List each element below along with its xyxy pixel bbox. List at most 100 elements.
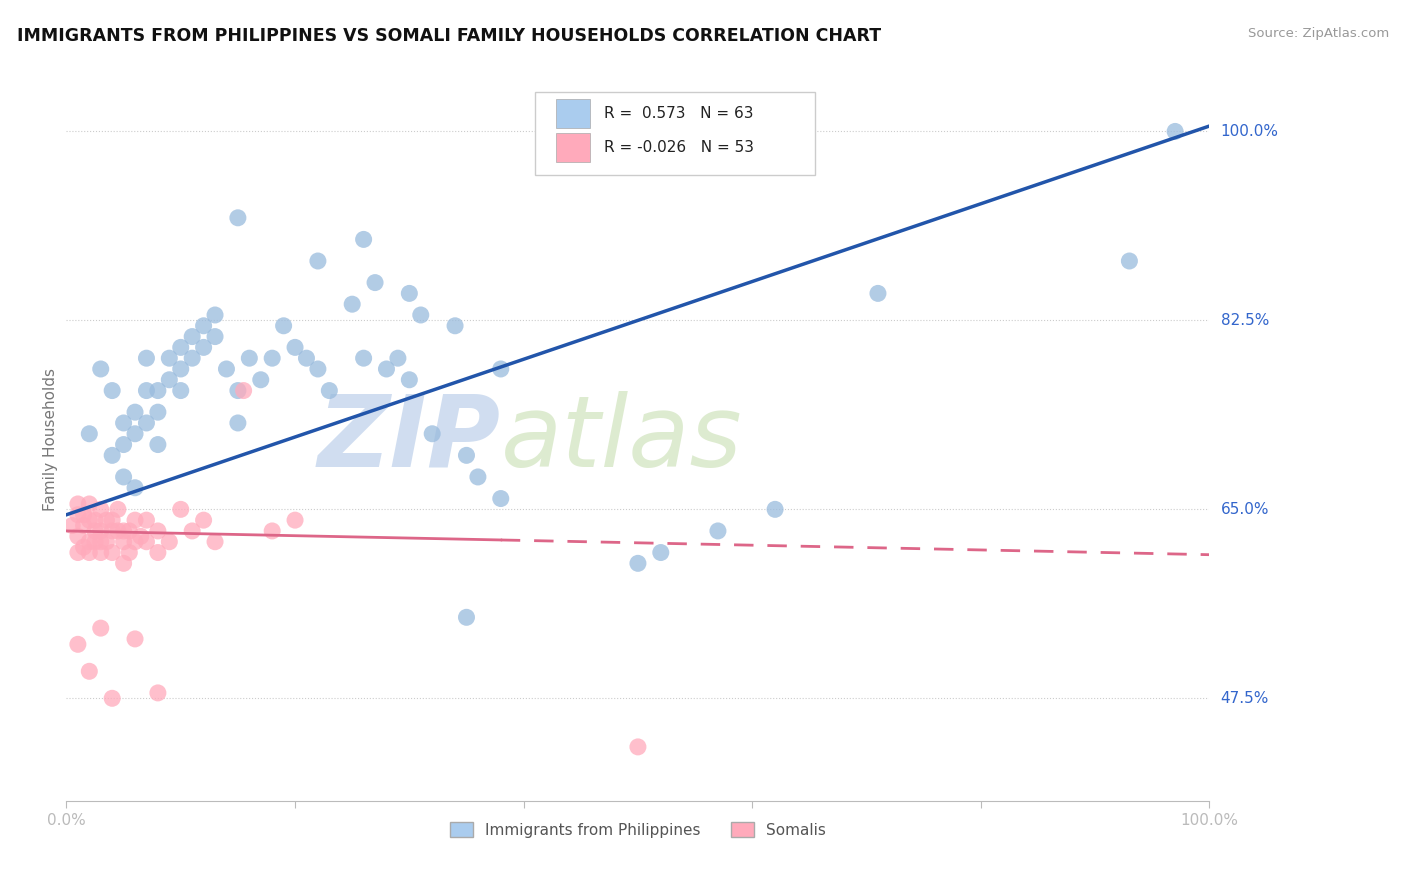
Point	[146, 686, 169, 700]
Point	[79, 665, 101, 679]
Point	[118, 545, 141, 559]
Point	[707, 524, 730, 538]
Point	[72, 508, 94, 522]
Point	[107, 502, 129, 516]
Point	[135, 351, 157, 366]
FancyBboxPatch shape	[555, 99, 591, 128]
Point	[79, 545, 101, 559]
Point	[262, 524, 284, 538]
Point	[112, 557, 135, 571]
Point	[66, 497, 89, 511]
Point	[157, 373, 180, 387]
Point	[489, 491, 512, 506]
Point	[135, 513, 157, 527]
Point	[135, 416, 157, 430]
Point	[456, 610, 478, 624]
Point	[135, 384, 157, 398]
Point	[387, 351, 409, 366]
Point	[66, 508, 89, 522]
Point	[157, 351, 180, 366]
Point	[170, 384, 193, 398]
Point	[1164, 124, 1187, 138]
Point	[398, 373, 420, 387]
Point	[284, 340, 307, 354]
Point	[101, 448, 124, 462]
Point	[84, 513, 107, 527]
Point	[249, 373, 271, 387]
Point	[318, 384, 340, 398]
Point	[118, 524, 141, 538]
Point	[467, 470, 489, 484]
Point	[124, 405, 146, 419]
Point	[107, 524, 129, 538]
Point	[66, 545, 89, 559]
Point	[96, 534, 118, 549]
Point	[409, 308, 432, 322]
Point	[101, 691, 124, 706]
Point	[204, 329, 226, 343]
Point	[66, 637, 89, 651]
Point	[90, 362, 112, 376]
Point	[307, 362, 329, 376]
Point	[60, 518, 83, 533]
Point	[226, 384, 249, 398]
Text: 100.0%: 100.0%	[1220, 124, 1278, 139]
Point	[146, 405, 169, 419]
Point	[124, 534, 146, 549]
Text: 47.5%: 47.5%	[1220, 690, 1268, 706]
Point	[72, 540, 94, 554]
Point	[129, 529, 152, 543]
Point	[112, 470, 135, 484]
Point	[215, 362, 238, 376]
Point	[112, 534, 135, 549]
Point	[340, 297, 363, 311]
Point	[90, 502, 112, 516]
FancyBboxPatch shape	[555, 133, 591, 162]
Point	[181, 329, 204, 343]
Point	[101, 384, 124, 398]
Point	[135, 534, 157, 549]
Point	[90, 524, 112, 538]
FancyBboxPatch shape	[536, 92, 815, 175]
Point	[66, 529, 89, 543]
Point	[398, 286, 420, 301]
Point	[204, 308, 226, 322]
Y-axis label: Family Households: Family Households	[44, 368, 58, 510]
Point	[489, 362, 512, 376]
Point	[96, 513, 118, 527]
Point	[124, 481, 146, 495]
Point	[284, 513, 307, 527]
Point	[101, 513, 124, 527]
Point	[112, 416, 135, 430]
Point	[232, 384, 254, 398]
Point	[226, 211, 249, 225]
Point	[273, 318, 295, 333]
Point	[146, 524, 169, 538]
Point	[375, 362, 398, 376]
Text: R = -0.026   N = 53: R = -0.026 N = 53	[603, 140, 754, 155]
Point	[181, 351, 204, 366]
Point	[112, 437, 135, 451]
Point	[763, 502, 786, 516]
Point	[444, 318, 467, 333]
Point	[866, 286, 889, 301]
Point	[84, 524, 107, 538]
Point	[353, 232, 375, 246]
Point	[420, 426, 443, 441]
Point	[170, 362, 193, 376]
Text: ZIP: ZIP	[318, 391, 501, 488]
Point	[1118, 254, 1140, 268]
Point	[72, 518, 94, 533]
Point	[90, 534, 112, 549]
Text: IMMIGRANTS FROM PHILIPPINES VS SOMALI FAMILY HOUSEHOLDS CORRELATION CHART: IMMIGRANTS FROM PHILIPPINES VS SOMALI FA…	[17, 27, 882, 45]
Point	[627, 739, 650, 754]
Text: R =  0.573   N = 63: R = 0.573 N = 63	[603, 106, 754, 121]
Point	[181, 524, 204, 538]
Point	[226, 416, 249, 430]
Point	[79, 534, 101, 549]
Point	[146, 437, 169, 451]
Point	[146, 545, 169, 559]
Point	[193, 513, 215, 527]
Point	[90, 545, 112, 559]
Point	[146, 384, 169, 398]
